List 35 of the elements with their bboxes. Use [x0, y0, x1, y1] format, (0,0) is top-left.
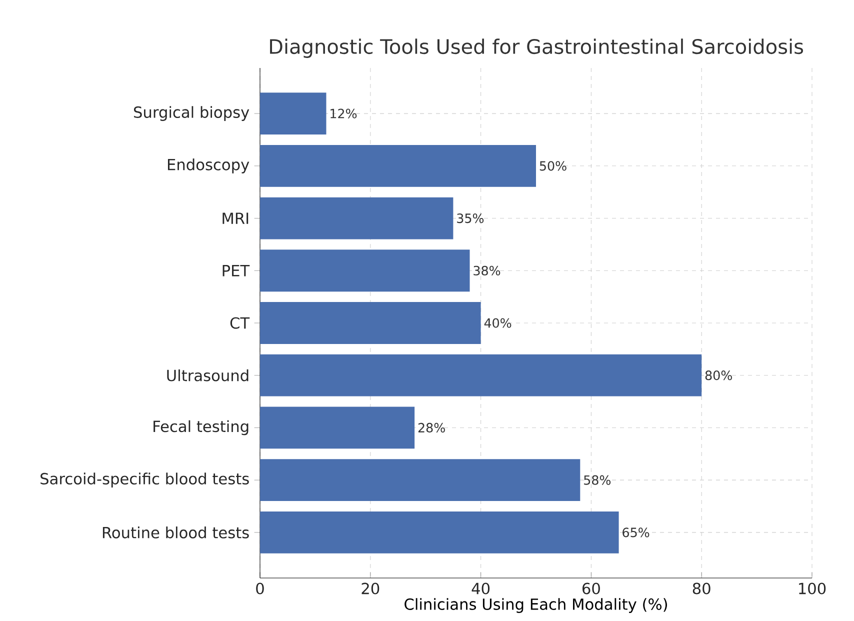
y-tick-label: Ultrasound — [167, 369, 248, 382]
x-axis-title: Clinicians Using Each Modality (%) — [404, 598, 667, 613]
y-tick-label: Surgical biopsy — [134, 106, 250, 121]
data-label: 35% — [457, 213, 484, 224]
x-tick-label: 40 — [472, 582, 490, 594]
y-tick-label: PET — [222, 265, 250, 276]
data-label: 12% — [330, 108, 357, 118]
data-label: 50% — [540, 161, 566, 171]
bar — [260, 459, 580, 502]
data-label: 40% — [484, 318, 512, 328]
bar — [260, 197, 454, 240]
data-label: 80% — [705, 370, 732, 380]
y-tick-label: Sarcoid-specific blood tests — [40, 472, 249, 488]
bar — [260, 92, 326, 134]
data-label: 28% — [418, 422, 445, 433]
x-tick-label: 60 — [582, 582, 600, 594]
y-tick-label: Endoscopy — [168, 158, 250, 174]
y-tick-label: Fecal testing — [154, 420, 248, 436]
x-tick-label: 100 — [799, 582, 826, 594]
x-tick-label: 0 — [256, 582, 264, 594]
x-tick-label: 80 — [692, 582, 710, 594]
data-label: 65% — [622, 528, 650, 538]
y-tick-label: CT — [230, 317, 250, 329]
bar — [260, 144, 536, 187]
x-tick-label: 20 — [362, 582, 380, 594]
chart-title: Diagnostic Tools Used for Gastrointestinal Sarcoidosis — [270, 38, 804, 58]
y-tick-label: MRI — [222, 212, 248, 224]
data-label: 58% — [584, 475, 611, 485]
bar — [260, 250, 470, 292]
bar — [260, 302, 481, 344]
y-tick-label: Routine blood tests — [102, 526, 249, 538]
bar — [260, 354, 702, 396]
data-label: 38% — [474, 266, 500, 276]
bar — [260, 511, 619, 554]
bar — [260, 406, 415, 449]
